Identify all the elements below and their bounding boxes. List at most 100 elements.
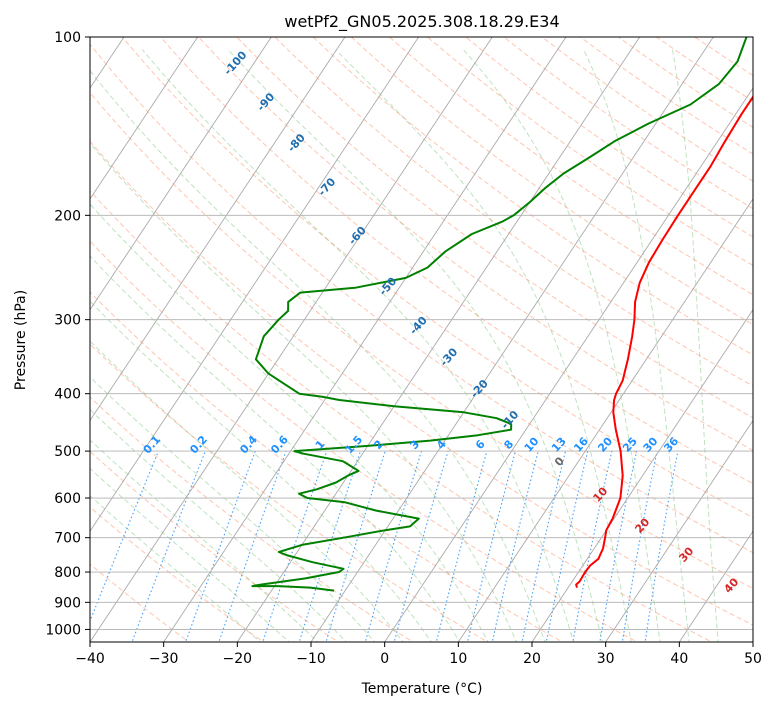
- mixing-ratio-line: [131, 450, 206, 642]
- mixing-ratio-line: [298, 450, 362, 642]
- isotherm-line: [752, 641, 753, 642]
- moist-adiabat-line: [90, 142, 518, 642]
- mixing-ratio-label: 0.1: [141, 433, 164, 456]
- moist-adiabat-line: [335, 49, 632, 642]
- isotherm-line: [163, 37, 567, 642]
- dry-adiabat-label: -20: [468, 377, 491, 401]
- isotherm-line: [90, 37, 346, 422]
- x-tick-label: 40: [670, 651, 688, 667]
- mixing-ratio-label: 16: [571, 434, 591, 454]
- y-tick-label: 200: [54, 208, 81, 224]
- x-tick-label: 10: [449, 651, 467, 667]
- mixing-ratio-label: 3: [408, 438, 423, 452]
- y-tick-label: 400: [54, 387, 81, 403]
- mixing-ratio-label: 1.5: [343, 433, 366, 456]
- dewpoint-profile: [251, 37, 748, 592]
- dry-adiabat-line: [694, 37, 753, 77]
- x-tick-label: −30: [149, 651, 179, 667]
- isotherm-line: [90, 37, 493, 642]
- isotherm-line: [310, 37, 714, 642]
- moist-adiabat-line: [90, 300, 433, 642]
- mixing-ratio-line: [599, 450, 638, 642]
- mixing-ratio-label: 30: [641, 434, 661, 454]
- dry-adiabat-label: -80: [285, 131, 308, 155]
- dry-adiabat-line: [90, 343, 489, 642]
- dry-adiabat-line: [90, 43, 753, 554]
- isotherm-line: [236, 37, 641, 642]
- moist-adiabat-line: [90, 255, 461, 642]
- isotherm-line: [678, 530, 753, 642]
- chart-title: wetPf2_GN05.2025.308.18.29.E34: [284, 12, 559, 32]
- mixing-ratio-line: [545, 450, 589, 642]
- dry-adiabat-line: [90, 91, 753, 589]
- mixing-ratio-line: [644, 450, 679, 642]
- isotherm-line: [384, 87, 753, 642]
- mixing-ratio-line: [185, 450, 256, 642]
- dry-adiabat-line: [656, 37, 753, 102]
- moist-adiabat-line: [90, 203, 489, 642]
- dry-adiabat-line: [90, 240, 639, 642]
- mixing-ratio-line: [435, 450, 488, 642]
- moist-adiabat-line: [90, 340, 404, 642]
- mixing-ratio-label: 6: [473, 437, 488, 452]
- mixing-ratio-line: [325, 450, 386, 642]
- mixing-ratio-label: 0.6: [268, 433, 291, 456]
- y-tick-label: 1000: [45, 622, 81, 638]
- mixing-ratio-label: 8: [502, 438, 517, 452]
- mixing-ratio-line: [393, 450, 449, 642]
- x-tick-label: 0: [380, 651, 389, 667]
- moist-adiabat-label: 30: [676, 544, 696, 564]
- x-tick-label: 50: [744, 651, 762, 667]
- dry-adiabat-label: -90: [254, 90, 277, 114]
- isotherm-line: [457, 198, 753, 642]
- y-tick-label: 100: [54, 30, 81, 46]
- x-tick-label: −10: [296, 651, 326, 667]
- x-tick-label: −20: [223, 651, 253, 667]
- dry-adiabat-label: -40: [407, 314, 430, 338]
- moist-adiabat-line: [90, 439, 319, 642]
- dry-adiabat-line: [90, 506, 265, 642]
- x-tick-label: 30: [597, 651, 615, 667]
- mixing-ratio-label: 10: [522, 434, 542, 454]
- plot-frame: [89, 36, 754, 643]
- x-tick-label: −40: [75, 651, 105, 667]
- dry-adiabat-line: [121, 37, 753, 519]
- mixing-ratio-line: [491, 450, 539, 642]
- mixing-ratio-line: [521, 450, 567, 642]
- mixing-ratio-line: [218, 450, 287, 642]
- isotherm-line: [90, 37, 272, 311]
- dry-adiabat-line: [389, 37, 753, 296]
- x-tick-label: 20: [523, 651, 541, 667]
- y-tick-label: 800: [54, 565, 81, 581]
- dry-adiabat-label: -10: [498, 408, 521, 432]
- mixing-ratio-line: [572, 450, 613, 642]
- moist-adiabat-label: 40: [721, 575, 741, 595]
- y-tick-label: 300: [54, 313, 81, 329]
- dry-adiabat-line: [274, 37, 753, 387]
- moist-adiabat-line: [90, 70, 546, 642]
- isotherm-line: [90, 37, 199, 200]
- dry-adiabat-label: -30: [437, 345, 460, 369]
- y-tick-label: 900: [54, 595, 81, 611]
- dry-adiabat-label: -50: [376, 274, 399, 298]
- mixing-ratio-label: 0.4: [237, 433, 260, 456]
- dry-adiabat-label: -70: [315, 175, 338, 199]
- y-tick-label: 700: [54, 531, 81, 547]
- isotherm-line: [0, 24, 59, 645]
- moist-adiabat-label: 10: [590, 484, 610, 504]
- y-axis-label: Pressure (hPa): [13, 290, 29, 390]
- mixing-ratio-line: [621, 450, 658, 642]
- mixing-ratio-label: 20: [595, 434, 615, 454]
- mixing-ratio-line: [364, 450, 423, 642]
- moist-adiabat-line: [90, 467, 290, 642]
- dry-adiabat-line: [160, 37, 753, 485]
- dry-adiabat-line: [312, 37, 753, 356]
- mixing-ratio-label: 0.2: [187, 433, 210, 456]
- y-tick-label: 600: [54, 491, 81, 507]
- isotherm-line: [605, 419, 753, 642]
- x-axis-label: Temperature (°C): [361, 681, 483, 697]
- isotherm-line: [531, 308, 753, 642]
- mixing-ratio-line: [262, 450, 328, 642]
- y-tick-label: 500: [54, 444, 81, 460]
